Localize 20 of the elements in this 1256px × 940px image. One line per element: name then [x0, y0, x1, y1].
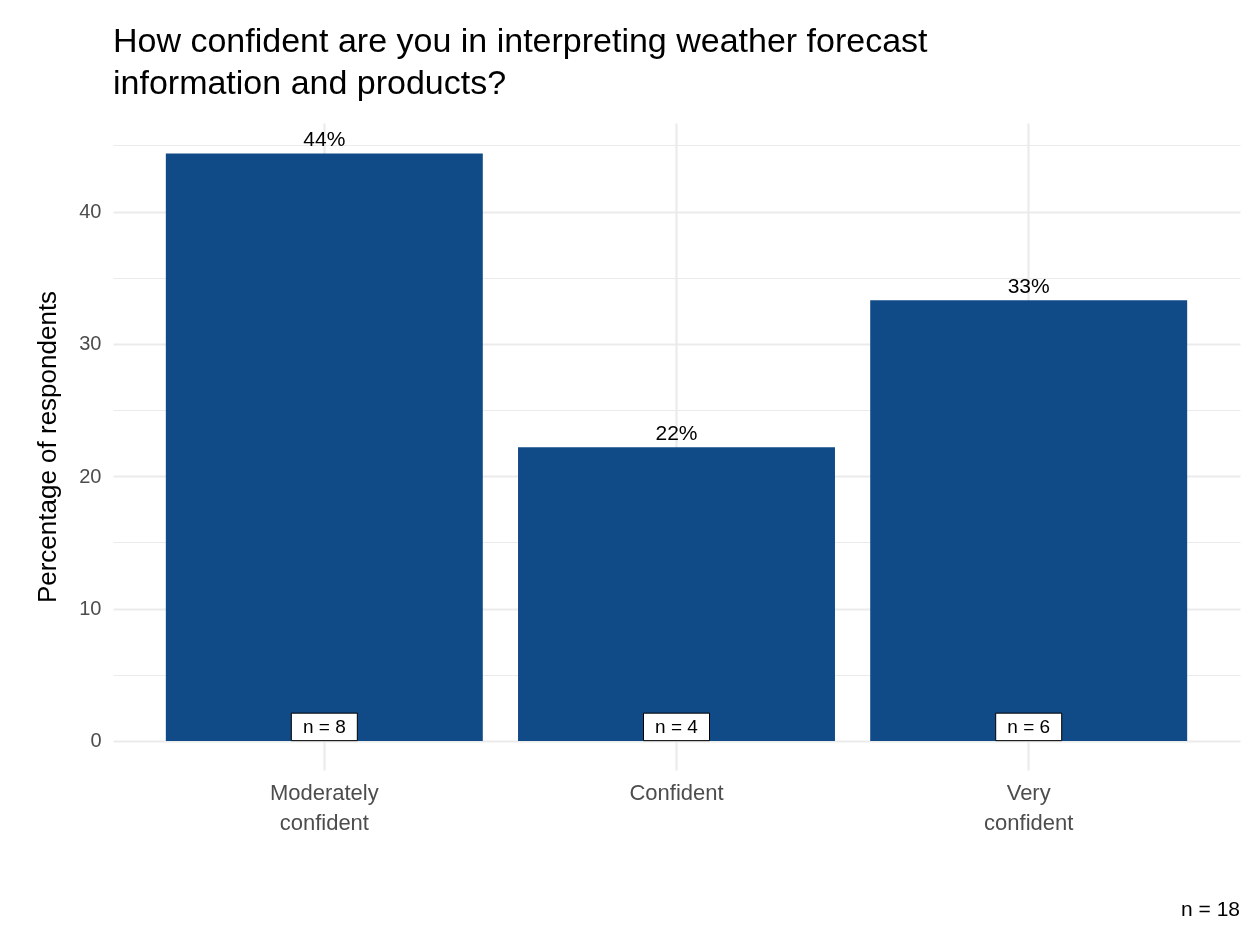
data-label: 44%	[303, 127, 346, 151]
y-tick-label: 20	[79, 464, 102, 487]
y-tick-label: 0	[90, 729, 102, 752]
y-tick-label: 30	[79, 332, 102, 355]
data-label: 33%	[1007, 274, 1050, 298]
annotation: n = 8	[302, 715, 346, 737]
data-label: 22%	[655, 421, 698, 445]
y-axis-title: Percentage of respondents	[32, 290, 63, 604]
text: n = 18	[1181, 897, 1240, 920]
x-tick-label: Moderately confident	[269, 779, 379, 835]
chart-title: How confident are you in interpreting weather forecast information and products?	[113, 21, 929, 101]
bar	[165, 153, 483, 741]
x-tick-label: Confident	[629, 779, 724, 805]
x-tick-label: Very confident	[984, 779, 1074, 835]
annotation: n = 6	[1007, 715, 1051, 737]
y-tick-label: 10	[79, 597, 102, 620]
bar	[518, 447, 835, 741]
bar	[870, 300, 1188, 741]
annotation: n = 4	[655, 715, 699, 737]
y-tick-label: 40	[79, 200, 102, 223]
